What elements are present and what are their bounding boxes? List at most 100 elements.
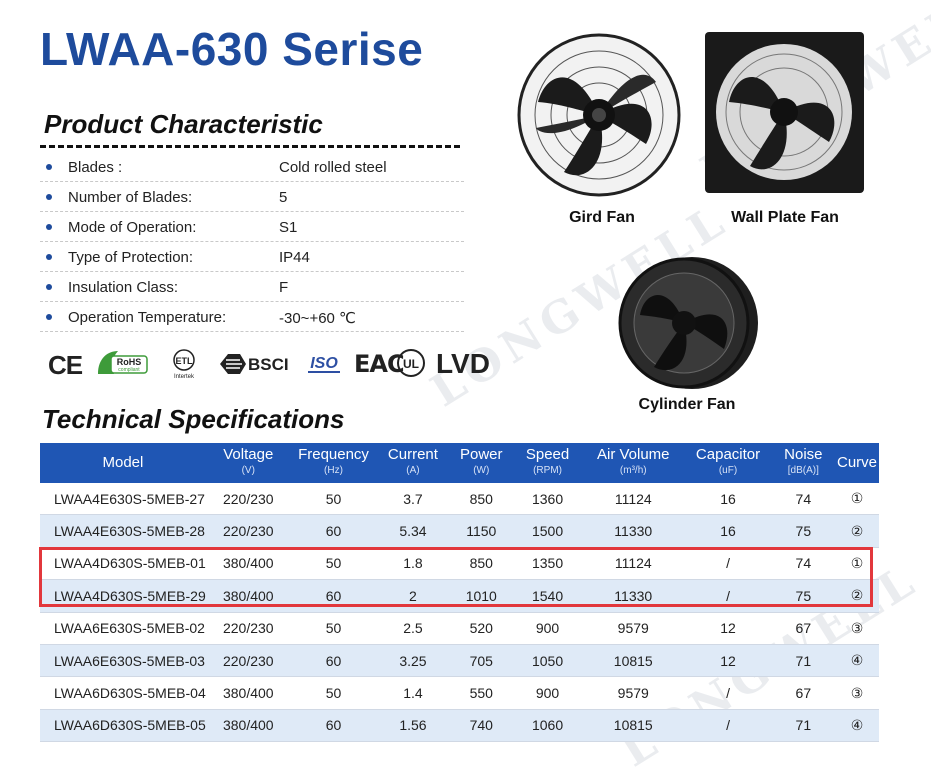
item-value: 5 bbox=[279, 189, 288, 206]
bsci-logo-icon: BSCI bbox=[218, 350, 294, 378]
table-cell: 75 bbox=[771, 514, 835, 548]
column-header: Air Volume (m³/h) bbox=[582, 443, 685, 483]
table-cell: 11330 bbox=[582, 579, 685, 613]
ce-mark-icon: CE bbox=[48, 350, 83, 380]
table-row: LWAA4D630S-5MEB-29 380/400 60 2 1010 1540 1133… bbox=[40, 579, 879, 613]
table-cell: ③ bbox=[850, 684, 864, 701]
table-cell: 71 bbox=[771, 644, 835, 677]
table-cell: 1060 bbox=[512, 709, 583, 742]
table-cell: 60 bbox=[290, 514, 377, 548]
lvd-mark-icon: LVD bbox=[436, 348, 490, 379]
table-row: LWAA4E630S-5MEB-28 220/230 60 5.34 1150 1500 1… bbox=[40, 514, 879, 548]
table-cell: LWAA6E630S-5MEB-02 bbox=[54, 620, 205, 637]
table-cell: 1360 bbox=[531, 490, 564, 507]
column-header: Curve bbox=[834, 443, 879, 483]
table-cell: 1.56 bbox=[376, 709, 450, 742]
table-cell: ① bbox=[850, 554, 864, 571]
table-cell: 1540 bbox=[512, 579, 583, 613]
table-cell: LWAA6D630S-5MEB-05 bbox=[40, 709, 206, 742]
bullet-icon bbox=[46, 284, 52, 290]
table-cell: 74 bbox=[795, 490, 812, 507]
page-title: LWAA-630 Serise bbox=[40, 23, 424, 75]
table-cell: 74 bbox=[795, 555, 812, 572]
table-cell: / bbox=[684, 709, 772, 742]
table-cell: 900 bbox=[535, 620, 560, 637]
table-cell: 1350 bbox=[531, 555, 564, 572]
cylinder-fan-image bbox=[614, 253, 760, 393]
table-cell: 220/230 bbox=[205, 514, 291, 548]
product-characteristic-heading: Product Characteristic bbox=[44, 109, 323, 139]
item-value: IP44 bbox=[279, 249, 310, 266]
item-label: Operation Temperature: bbox=[68, 309, 227, 326]
table-cell: ③ bbox=[850, 619, 864, 636]
item-label: Type of Protection: bbox=[68, 249, 194, 266]
table-cell: 380/400 bbox=[222, 555, 274, 572]
column-header: Voltage (V) bbox=[205, 443, 291, 483]
item-label: Blades : bbox=[68, 159, 123, 176]
column-header: Current (A) bbox=[376, 443, 450, 483]
table-cell: ② bbox=[834, 514, 879, 548]
table-cell: 11124 bbox=[614, 490, 652, 507]
table-cell: 1500 bbox=[512, 514, 583, 548]
table-cell: 1050 bbox=[512, 644, 583, 677]
item-value: S1 bbox=[279, 219, 298, 236]
table-cell: 380/400 bbox=[205, 579, 291, 613]
specifications-table: Model Voltage (V) Frequency (Hz) Current (A… bbox=[40, 443, 879, 742]
table-cell: 9579 bbox=[617, 685, 649, 702]
table-cell: 67 bbox=[795, 620, 812, 637]
table-cell: 10815 bbox=[582, 644, 685, 677]
table-cell: 9579 bbox=[617, 620, 649, 637]
table-cell: 850 bbox=[469, 555, 493, 572]
table-cell: 16 bbox=[720, 490, 736, 507]
iso-logo-icon: ISO bbox=[304, 350, 344, 378]
item-value: F bbox=[279, 279, 289, 296]
column-header: Frequency (Hz) bbox=[290, 443, 377, 483]
bullet-icon bbox=[46, 254, 52, 260]
table-cell: / bbox=[726, 685, 730, 702]
item-label: Mode of Operation: bbox=[68, 219, 197, 236]
table-cell: ④ bbox=[834, 644, 879, 677]
table-cell: / bbox=[726, 555, 730, 572]
table-row: LWAA6E630S-5MEB-03 220/230 60 3.25 705 1050 10… bbox=[40, 644, 879, 677]
table-cell: LWAA6E630S-5MEB-03 bbox=[40, 644, 206, 677]
table-cell: LWAA4E630S-5MEB-28 bbox=[40, 514, 206, 548]
bullet-icon bbox=[46, 164, 52, 170]
item-value: Cold rolled steel bbox=[279, 159, 387, 176]
svg-text:UL: UL bbox=[403, 357, 419, 371]
table-row: LWAA6D630S-5MEB-05 380/400 60 1.56 740 1060 10… bbox=[40, 709, 879, 742]
divider bbox=[40, 145, 460, 148]
column-header: Power (W) bbox=[449, 443, 513, 483]
table-cell: ④ bbox=[834, 709, 879, 742]
bullet-icon bbox=[46, 314, 52, 320]
eac-mark-icon: EAC bbox=[354, 350, 405, 378]
table-cell: LWAA4D630S-5MEB-29 bbox=[40, 579, 206, 613]
svg-text:RoHS: RoHS bbox=[117, 357, 142, 367]
table-cell: 16 bbox=[684, 514, 772, 548]
table-cell: LWAA6D630S-5MEB-04 bbox=[54, 685, 206, 702]
list-item: Operation Temperature: -30~+60 ℃ bbox=[40, 302, 464, 332]
table-cell: 5.34 bbox=[376, 514, 450, 548]
table-cell: 3.7 bbox=[403, 490, 423, 507]
table-cell: 1010 bbox=[449, 579, 513, 613]
table-cell: 705 bbox=[449, 644, 513, 677]
table-cell: 10815 bbox=[582, 709, 685, 742]
table-cell: ② bbox=[834, 579, 879, 613]
table-row: LWAA6E630S-5MEB-02 220/230 50 2.5 520 900 9579… bbox=[40, 612, 879, 645]
table-row: LWAA6D630S-5MEB-04 380/400 50 1.4 550 900 9579… bbox=[40, 677, 879, 710]
svg-text:ETL: ETL bbox=[176, 356, 194, 366]
table-cell: 50 bbox=[325, 685, 342, 702]
table-cell: 11330 bbox=[582, 514, 685, 548]
table-cell: 60 bbox=[290, 709, 377, 742]
rohs-logo-icon: RoHS compliant bbox=[94, 348, 150, 378]
item-label: Number of Blades: bbox=[68, 189, 193, 206]
table-cell: 1.8 bbox=[403, 555, 423, 572]
table-header-row: Model Voltage (V) Frequency (Hz) Current (A… bbox=[40, 443, 879, 483]
list-item: Type of Protection: IP44 bbox=[40, 242, 464, 272]
table-cell: 50 bbox=[325, 490, 342, 507]
column-header: Speed (RPM) bbox=[512, 443, 583, 483]
table-cell: 380/400 bbox=[222, 685, 274, 702]
table-cell: 2.5 bbox=[403, 620, 423, 637]
table-cell: 12 bbox=[684, 644, 772, 677]
technical-specifications-heading: Technical Specifications bbox=[42, 404, 345, 434]
etl-intertek-logo-icon: ETL Intertek bbox=[164, 348, 204, 380]
